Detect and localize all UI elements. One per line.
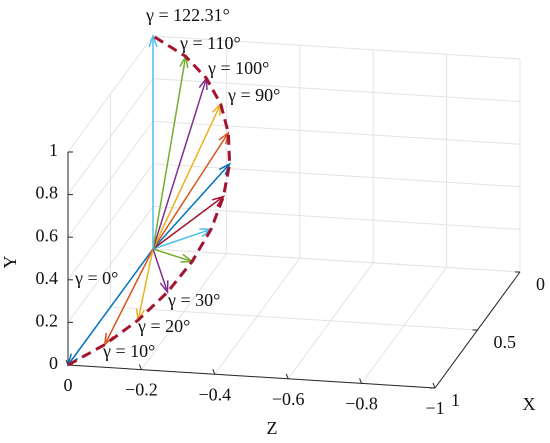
axis-line <box>67 364 436 389</box>
arrow <box>152 76 208 250</box>
y-tick-label: 0 <box>49 353 58 373</box>
y-tick-label: 0.2 <box>36 311 59 331</box>
z-tick-label: −0.6 <box>272 389 305 409</box>
arrow-head <box>218 162 232 176</box>
arrow-shaft <box>152 228 212 250</box>
grid-line <box>67 206 154 323</box>
arrow-shaft <box>67 248 154 366</box>
grid-line <box>140 253 227 370</box>
arrow-shaft <box>152 103 222 250</box>
annotation: γ = 0° <box>74 268 118 288</box>
tick-mark <box>212 369 216 375</box>
grid-line <box>152 35 521 60</box>
arrow <box>148 33 158 249</box>
z-tick-label: −0.4 <box>198 384 231 404</box>
y-axis-label: Y <box>0 256 20 269</box>
grid-line <box>67 120 154 238</box>
arrow-head <box>159 280 169 295</box>
tick-mark <box>285 373 289 379</box>
grid-line <box>214 257 301 375</box>
arrow-shaft <box>137 248 154 321</box>
y-tick-label: 1 <box>49 140 58 160</box>
arrow-shaft <box>152 78 208 250</box>
arrow-head <box>218 131 230 145</box>
annotation: γ = 122.31° <box>145 5 230 25</box>
arrow-head <box>211 195 226 207</box>
z-tick-label: −0.2 <box>125 380 158 400</box>
z-axis-label: Z <box>267 418 278 438</box>
y-tick-label: 0.8 <box>36 183 59 203</box>
arrow-shaft <box>152 248 193 263</box>
grid-line <box>110 306 478 331</box>
tick-mark <box>138 364 142 370</box>
grid-line <box>67 35 154 153</box>
grid-line <box>67 163 154 281</box>
arrow-shaft <box>152 132 229 250</box>
grid-line <box>152 205 521 230</box>
tick-mark <box>359 378 363 384</box>
arrow-shaft <box>152 56 187 250</box>
arrow <box>152 101 222 250</box>
arrow-shaft <box>104 248 154 345</box>
z-tick-label: −0.8 <box>345 394 378 414</box>
x-tick-label: 0 <box>536 274 545 294</box>
z-tick-label: −1 <box>425 398 444 418</box>
annotation: γ = 10° <box>102 341 155 361</box>
grid-line <box>152 248 521 273</box>
grid-line <box>152 120 521 145</box>
dashed-curve <box>67 34 232 367</box>
annotation: γ = 100° <box>207 58 269 78</box>
annotation: γ = 20° <box>137 316 190 336</box>
y-tick-label: 0.4 <box>36 268 59 288</box>
arrow-shaft <box>152 163 231 250</box>
z-tick-label: 0 <box>64 375 73 395</box>
y-tick-label: 0.6 <box>36 225 59 245</box>
arrow-shaft <box>152 248 169 293</box>
arrow <box>152 248 169 295</box>
arrow-shaft <box>152 195 224 250</box>
grid-line <box>152 163 521 188</box>
annotation: γ = 90° <box>227 85 280 105</box>
x-tick-label: 0.5 <box>494 332 517 352</box>
arrow-head <box>148 33 158 48</box>
grid-line <box>287 262 374 380</box>
x-axis-label: X <box>523 394 536 414</box>
grid-line <box>361 267 448 384</box>
annotation: γ = 30° <box>167 290 220 310</box>
grid-line <box>152 78 521 103</box>
arrow <box>152 131 230 250</box>
arrow <box>152 162 232 250</box>
tick-mark <box>432 382 436 389</box>
annotation: γ = 110° <box>179 33 241 53</box>
arrow <box>152 195 226 250</box>
x-tick-label: 1 <box>451 390 460 410</box>
grid-line <box>67 78 154 195</box>
